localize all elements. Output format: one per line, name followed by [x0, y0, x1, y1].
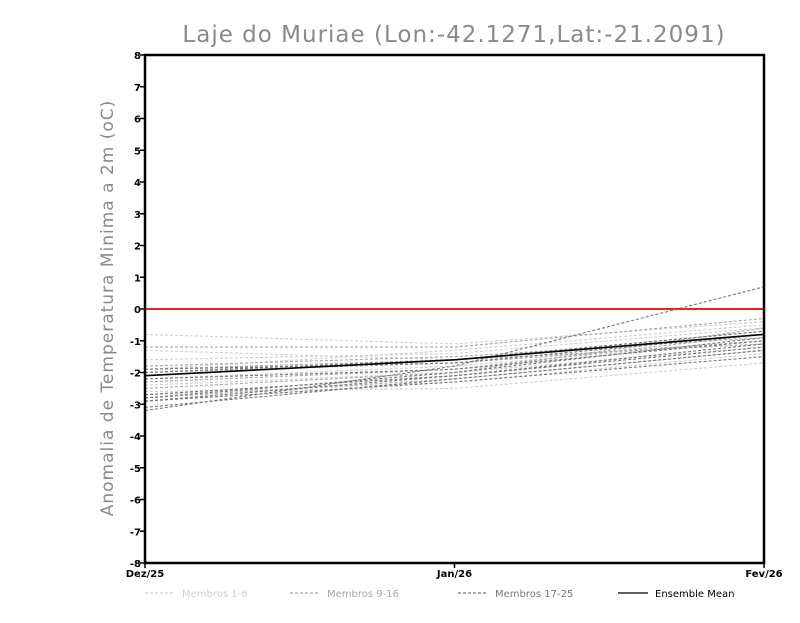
y-tick-label: 2	[134, 242, 141, 253]
member-line-group3-1	[144, 286, 765, 412]
legend-label-4: Ensemble Mean	[655, 589, 734, 600]
member-line-group3-7	[144, 343, 765, 396]
y-tick-label: -5	[130, 464, 141, 475]
member-line-group1-4	[144, 324, 765, 370]
y-axis-label: Anomalia de Temperatura Minima a 2m (oC)	[98, 100, 118, 517]
y-tick-label: 1	[134, 273, 141, 284]
y-tick-label: 4	[134, 178, 141, 189]
member-line-group3-5	[144, 356, 765, 402]
x-tick-label: Fev/26	[745, 569, 782, 580]
ensemble-mean-layer	[144, 333, 765, 377]
y-tick-label: 7	[134, 83, 141, 94]
y-tick-label: 0	[134, 305, 141, 316]
member-line-group3-6	[144, 340, 765, 380]
y-tick-label: -6	[130, 496, 141, 507]
plot-area	[143, 53, 766, 565]
member-line-group1-3	[144, 362, 765, 393]
y-tick-label: -1	[130, 337, 141, 348]
member-line-group1-6	[144, 352, 765, 396]
member-line-group3-4	[144, 333, 765, 370]
y-tick-label: -2	[130, 369, 141, 380]
y-tick-label: 8	[134, 51, 141, 62]
member-line-group1-7	[144, 327, 765, 361]
y-tick-label: -4	[130, 432, 141, 443]
y-tick-label: 3	[134, 210, 141, 221]
member-line-group3-3	[144, 337, 765, 399]
x-tick-label: Dez/25	[126, 569, 165, 580]
member-line-group1-1	[144, 321, 765, 345]
y-tick-label: 6	[134, 115, 141, 126]
y-axis-ticks: -8 -7 -6 -5 -4 -3 -2 -1 0 1 2 3 4 5 6 7 8	[130, 51, 145, 570]
y-tick-label: -3	[130, 400, 141, 411]
chart-title: Laje do Muriae (Lon:-42.1271,Lat:-21.209…	[182, 22, 725, 48]
member-line-group2-2	[144, 340, 765, 374]
member-line-group3-9	[144, 349, 765, 408]
y-tick-label: -8	[130, 559, 141, 570]
member-line-group1-8	[144, 346, 765, 386]
y-tick-label: -7	[130, 527, 141, 538]
member-line-group2-6	[144, 343, 765, 370]
member-line-group2-3	[145, 317, 765, 348]
legend-label-3: Membros 17-25	[495, 589, 573, 600]
legend-label-1: Membros 1-8	[182, 589, 248, 600]
legend-label-2: Membros 9-16	[327, 589, 399, 600]
x-tick-label: Jan/26	[436, 569, 472, 580]
y-tick-label: 5	[134, 146, 141, 157]
ensemble-mean-line	[144, 333, 765, 377]
member-line-group3-8	[144, 330, 765, 374]
member-lines	[144, 286, 765, 412]
legend: Membros 1-8 Membros 9-16 Membros 17-25 Ense…	[145, 589, 734, 600]
member-line-group2-5	[144, 333, 765, 383]
x-axis-ticks: Dez/25 Jan/26 Fev/26	[126, 563, 783, 580]
